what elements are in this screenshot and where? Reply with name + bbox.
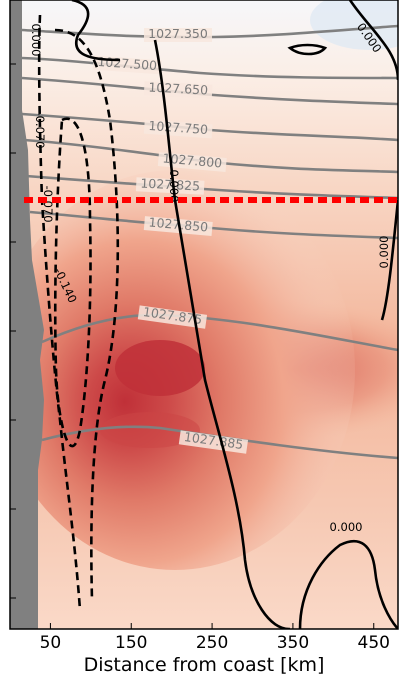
velocity-contour-label: 0.000	[29, 24, 43, 57]
coast-land	[10, 0, 44, 629]
isopycnal-label-bg	[137, 305, 208, 329]
isopycnal-label-bg	[143, 119, 213, 139]
plot-frame	[9, 0, 399, 630]
zero-velocity-contour	[287, 43, 328, 56]
velocity-contours: 0.0000.0000.0000.0000.000-0.070-0.070-0.…	[29, 0, 398, 629]
x-axis-title: Distance from coast [km]	[84, 654, 325, 676]
isopycnal-label: 1027.350	[148, 26, 208, 41]
x-tick-label: 50	[40, 633, 62, 653]
negative-velocity-contour	[54, 28, 120, 601]
core-max-shading-2	[100, 412, 200, 448]
x-tick-label: 250	[196, 633, 228, 653]
x-tick-label: 450	[358, 633, 390, 653]
plot-area: 1027.3501027.5001027.6501027.7501027.800…	[10, 0, 398, 629]
zero-velocity-contour	[153, 39, 291, 629]
x-tick-label: 350	[277, 633, 309, 653]
zero-velocity-contour	[298, 539, 398, 629]
velocity-contour-label: -0.070	[33, 111, 47, 148]
velocity-contour-label: 0.000	[330, 520, 363, 534]
isopycnal-label-bg	[135, 177, 205, 195]
x-axis: 50 150 250 350 450	[40, 623, 390, 653]
negative-velocity-contour	[37, 14, 82, 611]
zero-velocity-contour	[71, 0, 121, 62]
isopycnal-label-bg	[157, 152, 227, 172]
velocity-contour-label: 0.000	[377, 236, 391, 269]
isopycnal-label-bg	[178, 430, 249, 454]
zero-velocity-contour	[348, 0, 398, 321]
x-tick-label: 150	[115, 633, 147, 653]
core-max-shading	[115, 340, 205, 396]
isopycnal-label: 1027.825	[140, 175, 200, 193]
isopycnal-line	[21, 24, 398, 39]
neg-velocity-patch	[310, 0, 398, 50]
isopycnal-line	[21, 56, 398, 80]
isopycnal-label: 1027.750	[148, 118, 209, 137]
negative-velocity-contour	[53, 117, 92, 448]
velocity-contour-label: 0.000	[167, 170, 181, 203]
isopycnal-label-bg	[144, 28, 212, 42]
isopycnal-label: 1027.650	[148, 79, 208, 97]
y-axis-ticks	[10, 63, 16, 599]
velocity-contour-label: -0.070	[41, 185, 55, 222]
isopycnal-label: 1027.800	[162, 150, 223, 170]
